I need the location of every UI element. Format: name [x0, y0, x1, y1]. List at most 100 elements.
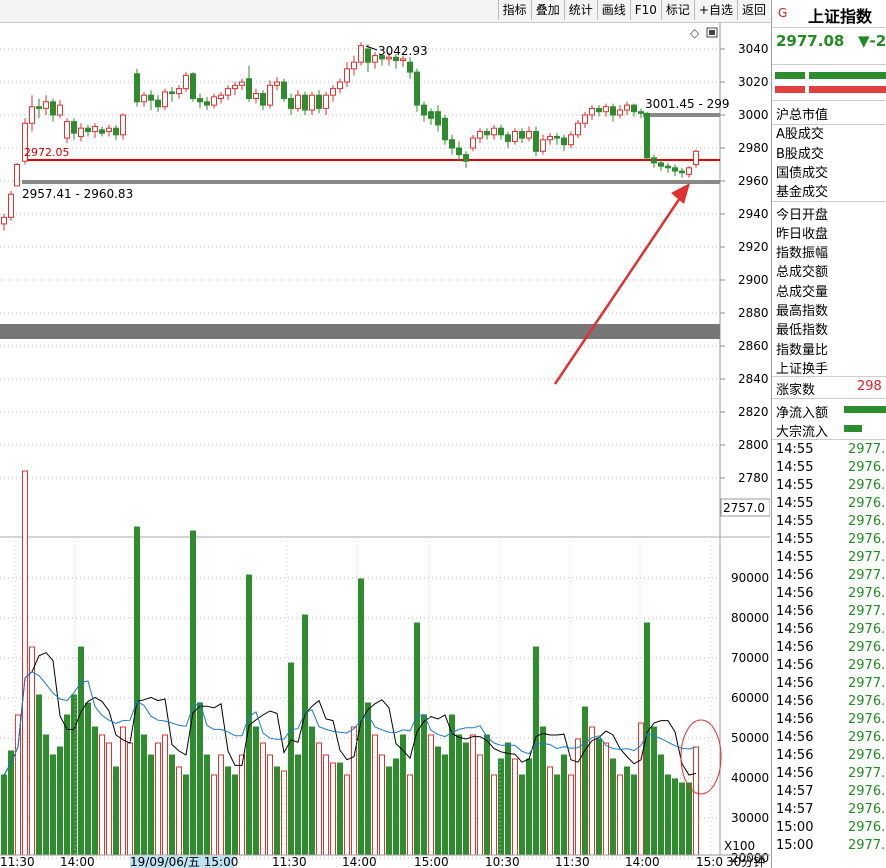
volume-ma-short — [3, 651, 697, 776]
volume-ma-long — [3, 671, 697, 776]
highlight-ellipse — [680, 719, 722, 795]
volume-bar — [547, 766, 553, 856]
period-label[interactable]: 30分钟 — [726, 854, 765, 868]
candle — [679, 167, 685, 178]
tick-price: 2976.9 — [848, 748, 886, 763]
candle — [365, 44, 371, 73]
candle — [449, 134, 455, 155]
volume-bar — [148, 754, 154, 856]
candle — [197, 93, 203, 109]
volume-bar — [484, 734, 490, 856]
candle — [337, 78, 343, 94]
toolbar-button-0[interactable]: 指标 — [497, 0, 531, 20]
candle — [260, 90, 266, 111]
volume-bar — [1, 774, 7, 856]
volume-bar — [407, 774, 413, 856]
tick-price: 2976.8 — [848, 658, 886, 673]
volume-bar — [127, 742, 133, 856]
candle — [533, 126, 539, 157]
tick-price: 2977.0 — [848, 442, 886, 457]
volume-bar — [533, 646, 539, 856]
volume-bar — [596, 738, 602, 856]
candle — [246, 65, 252, 102]
toolbar-button-2[interactable]: 统计 — [563, 0, 597, 20]
candle — [274, 77, 280, 91]
time-highlight — [130, 856, 234, 868]
candle — [400, 55, 406, 68]
candle — [442, 115, 448, 145]
candle — [302, 91, 308, 115]
volume-axis-label: 50000 — [731, 731, 769, 745]
volume-bar — [78, 646, 84, 856]
tick-time: 14:57 — [776, 802, 814, 817]
quote-label: 上证换手 — [776, 361, 829, 377]
tick-time: 14:56 — [776, 658, 814, 673]
toolbar-button-6[interactable]: +自选 — [693, 0, 737, 20]
toolbar-button-4[interactable]: F10 — [629, 0, 661, 20]
volume-bar — [274, 766, 280, 856]
window-icon-inner — [709, 30, 715, 35]
volume-unit: X100 — [724, 839, 755, 853]
volume-bar — [372, 734, 378, 856]
tick-price: 2977.4 — [848, 568, 886, 583]
candle — [672, 164, 678, 177]
candle — [665, 162, 671, 173]
volume-bar — [665, 774, 671, 856]
volume-bar — [190, 530, 196, 856]
candle — [470, 134, 476, 152]
candle — [43, 95, 49, 115]
volume-bar — [155, 742, 161, 856]
volume-bar — [323, 754, 329, 856]
time-axis: 11:30 14:00 19/09/06/五 15:00 11:30 14:00 15:0… — [0, 537, 770, 868]
candle — [309, 91, 315, 115]
candle — [582, 111, 588, 129]
chart-toolbar: 指标 叠加 统计 画线 F10 标记 +自选 返回 — [0, 0, 770, 23]
gap-lower-label: 2957.41 - 2960.83 — [22, 187, 133, 201]
candle — [330, 85, 336, 102]
candle — [64, 118, 70, 144]
bar-red-1 — [775, 86, 805, 93]
tick-price: 2976.5 — [848, 460, 886, 475]
quote-label: A股成交 — [776, 127, 824, 143]
volume-axis-label: 30000 — [731, 811, 769, 825]
inflow-label: 净流入额 — [776, 406, 829, 421]
toolbar-button-3[interactable]: 画线 — [596, 0, 630, 20]
toolbar-button-1[interactable]: 叠加 — [530, 0, 564, 20]
quote-label: 沪总市值 — [776, 108, 829, 123]
group-icon[interactable]: G — [778, 6, 788, 20]
block-label: 大宗流入 — [776, 425, 829, 440]
candle — [484, 128, 490, 140]
tick-time: 14:57 — [776, 784, 814, 799]
volume-bar — [463, 742, 469, 856]
tick-price: 2977.3 — [848, 604, 886, 619]
candle — [435, 105, 441, 132]
kline-chart[interactable]: 3040 3020 3000 2980 2960 2940 2920 2900 2880 2860… — [0, 22, 770, 868]
price-axis: 3040 3020 3000 2980 2960 2940 2920 2900 2880 2860… — [720, 42, 769, 485]
candle — [204, 96, 210, 111]
window-icon[interactable] — [706, 27, 718, 38]
volume-bar — [218, 754, 224, 856]
time-label: 19/09/06/五 15:00 — [130, 855, 238, 868]
candle — [658, 159, 664, 172]
volume-bar — [85, 702, 91, 856]
candle — [218, 91, 224, 104]
volume-bar — [365, 702, 371, 856]
volume-bar — [36, 694, 42, 856]
toolbar-buttons: 指标 叠加 统计 画线 F10 标记 +自选 返回 — [497, 0, 770, 22]
volume-bar — [519, 774, 525, 856]
candles — [1, 42, 699, 231]
toolbar-button-5[interactable]: 标记 — [660, 0, 694, 20]
quote-label: 指数量比 — [776, 342, 829, 358]
tick-price: 2977.0 — [848, 676, 886, 691]
volume-bar — [589, 726, 595, 856]
diamond-icon[interactable]: ◇ — [690, 26, 700, 40]
toolbar-button-7[interactable]: 返回 — [736, 0, 770, 20]
price-axis-label: 3000 — [738, 108, 769, 122]
volume-bar — [693, 746, 699, 856]
volume-bar — [50, 754, 56, 856]
tick-price: 2976.9 — [848, 802, 886, 817]
candle — [379, 53, 385, 66]
candle — [134, 68, 140, 107]
candle — [505, 131, 511, 148]
volume-bar — [337, 762, 343, 856]
